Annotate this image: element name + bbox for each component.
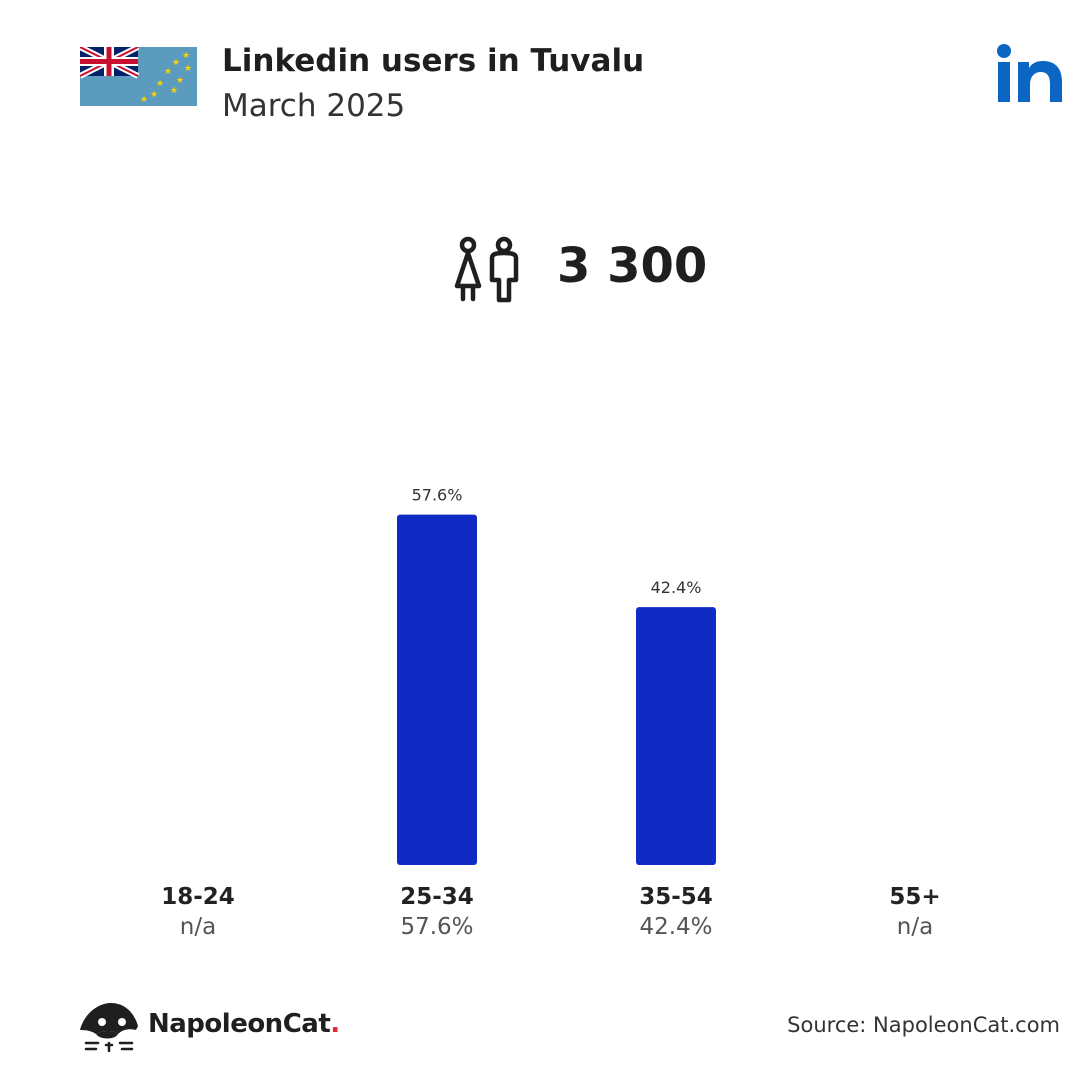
category-name: 35-54 [639, 884, 713, 910]
category-label-35-54: 35-54 42.4% [576, 884, 776, 940]
svg-text:★: ★ [150, 90, 158, 100]
linkedin-logo-icon [997, 44, 1062, 102]
category-value: n/a [896, 914, 934, 940]
users-icon [454, 236, 519, 303]
svg-text:★: ★ [140, 95, 148, 105]
tuvalu-flag-icon: ★ ★ ★ ★ ★ ★ ★ ★ ★ [80, 47, 197, 106]
bar-35-54 [636, 607, 716, 865]
category-value: n/a [179, 914, 217, 940]
category-name: 25-34 [400, 884, 474, 910]
svg-text:★: ★ [184, 64, 192, 74]
brand-name: NapoleonCat. [148, 1009, 340, 1039]
svg-text:★: ★ [170, 86, 178, 96]
napoleoncat-logo-icon [80, 1003, 138, 1052]
total-users-count: 3 300 [557, 238, 708, 294]
svg-text:★: ★ [176, 76, 184, 86]
category-label-18-24: 18-24 n/a [98, 884, 298, 940]
bar-25-34 [397, 514, 477, 865]
svg-text:★: ★ [156, 79, 164, 89]
age-bar-chart: 57.6% 42.4% [397, 486, 716, 865]
source-credit: Source: NapoleonCat.com [787, 1013, 1060, 1037]
bar-value-label: 42.4% [651, 578, 702, 597]
brand-text: NapoleonCat [148, 1009, 331, 1039]
svg-text:★: ★ [182, 51, 190, 61]
category-label-25-34: 25-34 57.6% [337, 884, 537, 940]
page-subtitle: March 2025 [222, 88, 406, 124]
page-title: Linkedin users in Tuvalu [222, 43, 645, 79]
category-label-55-plus: 55+ n/a [815, 884, 1015, 940]
category-name: 55+ [889, 884, 941, 910]
category-value: 42.4% [639, 914, 713, 940]
svg-text:★: ★ [172, 58, 180, 68]
category-name: 18-24 [161, 884, 235, 910]
bar-value-label: 57.6% [412, 486, 463, 505]
brand-dot: . [330, 1009, 340, 1039]
category-value: 57.6% [400, 914, 474, 940]
svg-text:★: ★ [164, 67, 172, 77]
